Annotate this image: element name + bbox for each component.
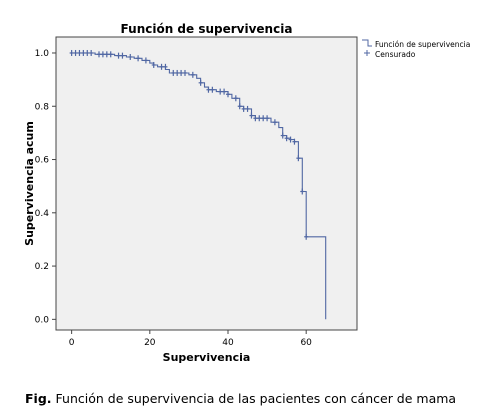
legend-label: Censurado [375,50,416,59]
censored-mark [163,63,168,70]
plot-area [55,36,358,331]
censored-mark [69,49,74,56]
censored-mark [241,105,246,112]
censored-mark [108,51,113,58]
x-tick-label: 0 [69,338,75,348]
censored-mark [253,115,258,122]
caption-text: Función de supervivencia de las paciente… [55,391,457,406]
censored-mark [218,88,223,95]
censored-mark [120,52,125,59]
y-tick-label: 0.2 [35,262,49,272]
series-layer [69,49,327,320]
censored-mark [85,49,90,56]
censored-mark [116,52,121,59]
censored-mark [257,115,262,122]
legend-step-swatch [362,39,372,47]
censored-mark [97,51,101,58]
censored-mark [136,55,141,62]
x-tick-label: 20 [144,338,156,348]
x-tick-label: 40 [222,338,234,348]
axis-ticks: 0 20 40 60 0.0 0.2 0.4 0.6 0.8 1.0 [35,49,313,348]
censored-mark [81,49,86,56]
censored-mark [288,136,293,143]
x-tick-label: 60 [300,338,312,348]
censored-mark [175,69,180,76]
censored-mark [159,63,164,70]
censored-mark [249,112,254,119]
censored-mark [292,138,297,145]
y-axis-label: Supervivencia acum [23,121,36,246]
censored-mark [206,86,211,93]
censored-mark [272,119,277,126]
censored-mark [100,51,105,58]
legend-item-censored: Censurado [364,50,416,59]
censored-mark [210,86,215,93]
censored-mark [77,49,82,56]
censored-mark [245,105,250,112]
censored-mark [261,115,266,122]
survival-chart: Función de supervivencia Supervivencia S… [23,22,470,364]
y-tick-label: 0.4 [35,209,50,219]
censored-mark [104,51,109,58]
legend-label: Función de supervivencia [375,40,470,49]
censored-mark [233,95,238,102]
y-tick-label: 0.0 [35,315,50,325]
censored-mark [284,135,289,142]
censored-mark [226,91,230,98]
censored-mark [143,57,148,64]
y-tick-label: 1.0 [35,49,50,59]
censored-mark [237,103,242,110]
censored-mark [296,155,301,162]
censored-mark [222,88,227,95]
caption-prefix: Fig. [25,391,52,406]
y-tick-label: 0.8 [35,102,50,112]
chart-title: Función de supervivencia [121,22,293,36]
x-axis-label: Supervivencia [163,351,251,364]
censored-mark [300,188,305,195]
censored-mark [179,69,184,76]
censored-mark [304,233,309,240]
censored-mark [73,49,78,56]
censored-mark [89,49,94,56]
censored-mark [265,115,270,122]
censored-mark [151,61,156,68]
censored-mark [198,79,203,86]
figure-caption: Fig. Función de supervivencia de las pac… [25,391,456,406]
censored-mark [280,132,285,139]
censored-mark [190,71,195,78]
censored-mark [183,69,187,76]
censored-mark [128,53,133,60]
y-tick-label: 0.6 [35,156,50,166]
censored-mark [171,69,176,76]
legend-item-survival: Función de supervivencia [362,39,470,49]
